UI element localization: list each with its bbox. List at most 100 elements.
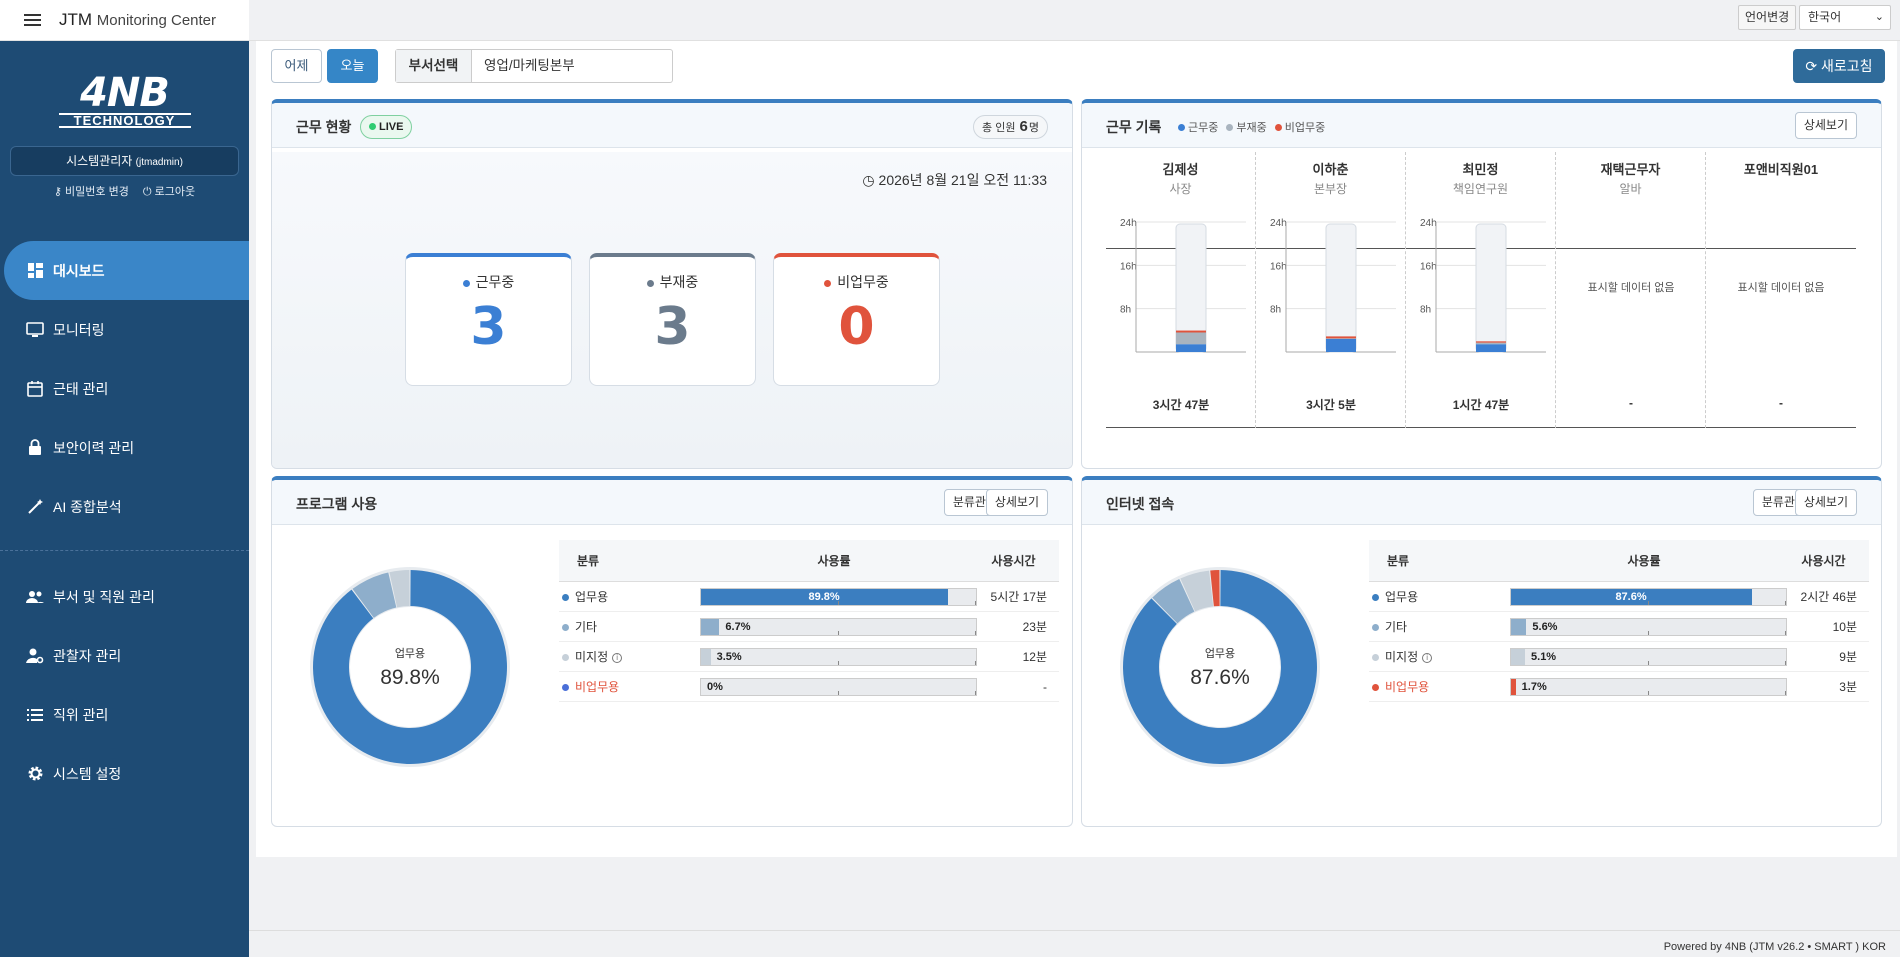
usage-time: 2시간 46분 [1800,590,1857,604]
sidebar-item-monitoring[interactable]: 모니터링 [0,300,249,359]
gear-icon [26,765,44,783]
top-bar [249,0,1900,41]
employee-work-time: 3시간 5분 [1306,398,1356,412]
y-tick-label: 8h [1120,305,1131,316]
bar-background [1325,223,1357,353]
sidebar-item-positions[interactable]: 직위 관리 [0,685,249,744]
stat-card-working: 근무중 3 [405,253,572,386]
chevron-down-icon: ⌄ [1874,11,1884,23]
work-records-title: 근무 기록 [1106,119,1162,135]
bar-background [1475,223,1507,353]
language-select[interactable]: 한국어 ⌄ [1799,5,1891,30]
refresh-button[interactable]: ⟳ 새로고침 [1793,49,1885,83]
table-row[interactable]: 비업무용 1.7% 3분 [1369,672,1869,702]
y-tick-label: 24h [1420,218,1437,229]
stat-card-away: 부재중 3 [589,253,756,386]
table-row[interactable]: 미지정 i 5.1% 9분 [1369,642,1869,672]
sidebar-item-observers[interactable]: 관찰자 관리 [0,626,249,685]
lock-icon [26,439,44,457]
employee-title: 책임연구원 [1452,182,1509,196]
usage-bar: 6.7% [700,617,977,636]
department-value[interactable]: 영업/마케팅본부 [484,58,575,73]
language-label: 언어변경 [1738,5,1797,30]
usage-time: 5시간 17분 [990,590,1047,604]
bar-working [1176,344,1206,352]
no-data-label: 표시할 데이터 없음 [1737,282,1825,294]
sidebar-item-security[interactable]: 보안이력 관리 [0,418,249,477]
y-tick-label: 24h [1270,218,1287,229]
usage-percent: 6.7% [725,620,751,633]
sidebar-item-ai-analysis[interactable]: AI 종합분석 [0,477,249,536]
table-row[interactable]: 기타 6.7% 23분 [559,612,1059,642]
internet-detail-button[interactable]: 상세보기 [1794,489,1857,516]
internet-donut-chart: 업무용 87.6% [1120,567,1320,767]
company-logo: 4NB TECHNOLOGY [58,73,191,128]
category-name: 기타 [1385,620,1408,634]
usage-percent: 5.6% [1532,620,1558,633]
calendar-icon [26,380,44,398]
donut-center-label: 업무용 [395,647,425,660]
employee-name: 최민정 [1462,162,1499,177]
yesterday-button[interactable]: 어제 [271,49,322,83]
donut-hole [350,607,470,727]
usage-time: 12분 [1022,650,1047,664]
program-donut-chart: 업무용 89.8% [310,567,510,767]
usage-bar: 5.1% [1510,647,1787,666]
stat-card-nonwork: 비업무중 0 [773,253,940,386]
table-row[interactable]: 기타 5.6% 10분 [1369,612,1869,642]
usage-bar: 1.7% [1510,677,1787,696]
donut-center-label: 업무용 [1205,647,1235,660]
donut-slice [313,570,507,764]
today-button[interactable]: 오늘 [327,49,378,83]
usage-percent: 0% [707,680,723,693]
sidebar-nav: 대시보드 모니터링 근태 관리 보안이력 관리 AI 종합분석 부서 및 직원 … [0,241,249,803]
table-header: 분류 사용률 사용시간 [559,540,1059,582]
sidebar-item-system-settings[interactable]: 시스템 설정 [0,744,249,803]
table-header: 분류 사용률 사용시간 [1369,540,1869,582]
employee-name: 재택근무자 [1600,162,1661,177]
employee-columns: 김제성 사장 3시간 47분 24h 16h 8h 이하춘 본부장 3시간 5분 24h 16h 8h… [1106,152,1856,428]
employee-work-time: 3시간 47분 [1152,398,1210,412]
info-icon[interactable]: i [1422,652,1433,663]
y-tick-label: 16h [1420,261,1437,272]
employee-column: 이하춘 본부장 3시간 5분 24h 16h 8h [1256,152,1406,428]
employee-work-time: 1시간 47분 [1452,398,1510,412]
category-name: 비업무용 [575,680,620,694]
hamburger-menu-icon[interactable] [24,14,41,26]
bar-working [1326,339,1356,352]
donut-slice [1152,578,1195,624]
clock-icon: ◷ [862,172,875,188]
sidebar-item-dashboard[interactable]: 대시보드 [4,241,249,300]
employee-name: 김제성 [1162,162,1199,177]
y-tick-label: 16h [1270,261,1287,272]
employee-work-time: - [1779,396,1783,410]
refresh-icon: ⟳ [1805,58,1818,74]
y-tick-label: 24h [1120,218,1137,229]
usage-bar: 89.8% [700,587,977,606]
program-detail-button[interactable]: 상세보기 [985,489,1048,516]
table-row[interactable]: 미지정 i 3.5% 12분 [559,642,1059,672]
records-detail-button[interactable]: 상세보기 [1794,112,1857,139]
work-status-title: 근무 현황 [296,119,352,135]
change-password-link[interactable]: ⚷ 비밀번호 변경 [53,186,129,198]
current-datetime: ◷ 2026년 8월 21일 오전 11:33 [862,172,1047,188]
table-row[interactable]: 업무용 87.6% 2시간 46분 [1369,582,1869,612]
list-icon [26,706,44,724]
department-select[interactable]: 부서선택 영업/마케팅본부 [395,49,673,83]
internet-access-title: 인터넷 접속 [1106,496,1175,512]
bar-away [1326,338,1356,339]
sidebar-header: JTM Monitoring Center [0,0,249,41]
category-name: 미지정 [1385,650,1419,664]
info-icon[interactable]: i [612,652,623,663]
sidebar-item-attendance[interactable]: 근태 관리 [0,359,249,418]
records-legend: 근무중 부재중 비업무중 [1178,119,1325,135]
sidebar-item-departments[interactable]: 부서 및 직원 관리 [0,567,249,626]
user-info: 시스템관리자 (jtmadmin) [10,146,239,176]
work-status-panel: 근무 현황 LIVE 총 인원 6명 ◷ 2026년 8월 21일 오전 11:… [271,99,1073,469]
logout-link[interactable]: ⏻ 로그아웃 [142,186,196,198]
table-row[interactable]: 비업무용 0% - [559,672,1059,702]
table-row[interactable]: 업무용 89.8% 5시간 17분 [559,582,1059,612]
live-badge: LIVE [360,115,413,139]
bar-nonwork [1176,330,1206,333]
employee-column: 최민정 책임연구원 1시간 47분 24h 16h 8h [1406,152,1556,428]
